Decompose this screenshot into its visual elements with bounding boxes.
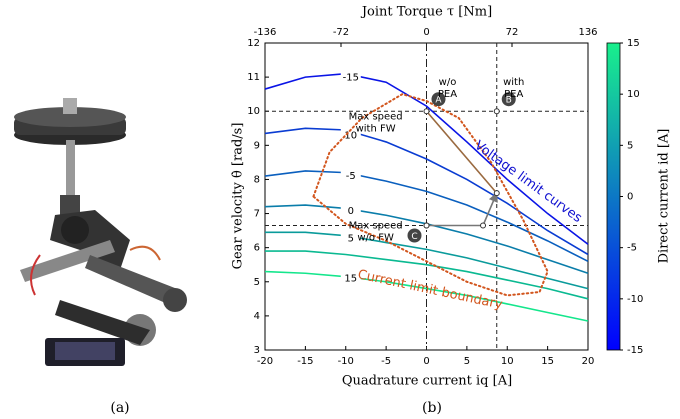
x-tick-label: 5 (464, 356, 470, 367)
x-tick-label: -10 (338, 356, 354, 367)
y-tick-label: 11 (247, 72, 260, 83)
colorbar-tick-label: -15 (627, 345, 643, 356)
x-tick-label: 15 (541, 356, 554, 367)
trajectory-point (493, 190, 500, 197)
annotation: w/o FW (357, 232, 394, 243)
x-axis-title: Quadrature current iq [A] (342, 374, 512, 389)
robot-photo (14, 98, 187, 366)
x2-tick-label: -72 (333, 27, 349, 38)
curve-label: -15 (343, 72, 359, 83)
y-axis-title: Gear velocity θ̇ [rad/s] (231, 123, 246, 270)
colorbar-tick-label: 15 (627, 38, 640, 49)
x2-tick-label: 0 (423, 27, 429, 38)
point (423, 108, 430, 115)
point-badge (407, 228, 422, 243)
voltage-curve (265, 250, 589, 300)
curve-label: 15 (344, 274, 357, 285)
colorbar-tick-label: 0 (627, 192, 633, 203)
current-boundary (312, 93, 549, 297)
voltage-curve (264, 127, 589, 256)
colorbar-tick-label: 5 (627, 140, 633, 151)
colorbar (606, 42, 621, 351)
annotation: Max speed (349, 220, 403, 231)
curve-label: 5 (348, 233, 354, 244)
curve-label-bg (340, 169, 361, 184)
y-tick-label: 5 (254, 277, 260, 288)
colorbar-tick-label: -10 (627, 294, 643, 305)
y-tick-label: 12 (247, 38, 260, 49)
annotation: with (503, 77, 524, 88)
point (493, 108, 500, 115)
x-tick-label: 0 (423, 356, 429, 367)
point-label: B (506, 96, 512, 106)
curve-label-bg (340, 271, 361, 286)
x-tick-label: 10 (501, 356, 514, 367)
x-tick-label: -20 (257, 356, 273, 367)
x2-tick-label: 136 (578, 27, 597, 38)
point-label: A (435, 96, 442, 106)
curve-label-bg (340, 128, 361, 143)
x-tick-label: -5 (381, 356, 391, 367)
annotation: PEA (504, 89, 523, 100)
curve-label-bg (340, 204, 361, 219)
colorbar-tick-label: 10 (627, 89, 640, 100)
y-tick-label: 10 (247, 106, 260, 117)
annotation: w/o (439, 77, 457, 88)
caption: (b) (422, 400, 442, 416)
voltage-curve (264, 170, 589, 263)
curve-label-bg (340, 70, 361, 85)
caption: (a) (110, 400, 129, 416)
annotation: Max speed (349, 111, 403, 122)
y-tick-label: 6 (254, 243, 260, 254)
colorbar-tick-label: -5 (627, 243, 637, 254)
voltage-curve (264, 270, 589, 322)
x-tick-label: 20 (582, 356, 595, 367)
trajectory-point (480, 222, 487, 229)
y-tick-label: 9 (254, 140, 260, 151)
annotation: PEA (438, 89, 457, 100)
fw-path (425, 110, 498, 194)
annotation: with FW (356, 123, 396, 134)
curve-label-bg (340, 231, 361, 246)
point-label: C (411, 232, 417, 242)
y-tick-label: 8 (254, 174, 260, 185)
curve-label: 10 (344, 130, 357, 141)
top-axis-title: Joint Torque τ [Nm] (360, 5, 492, 20)
curve-label: -5 (346, 171, 356, 182)
curve-label: 0 (348, 206, 354, 217)
point-badge (501, 92, 516, 107)
y-tick-label: 7 (254, 209, 260, 220)
x-tick-label: -15 (297, 356, 313, 367)
x2-tick-label: -136 (254, 27, 277, 38)
voltage-curve (265, 231, 589, 290)
colorbar-title: Direct current id [A] (657, 129, 672, 264)
trajectory (426, 192, 498, 227)
voltage-curve (264, 72, 589, 245)
x2-tick-label: 72 (506, 27, 519, 38)
y-tick-label: 4 (254, 311, 260, 322)
y-tick-label: 3 (254, 345, 260, 356)
point-badge (431, 92, 446, 107)
point (423, 222, 430, 229)
